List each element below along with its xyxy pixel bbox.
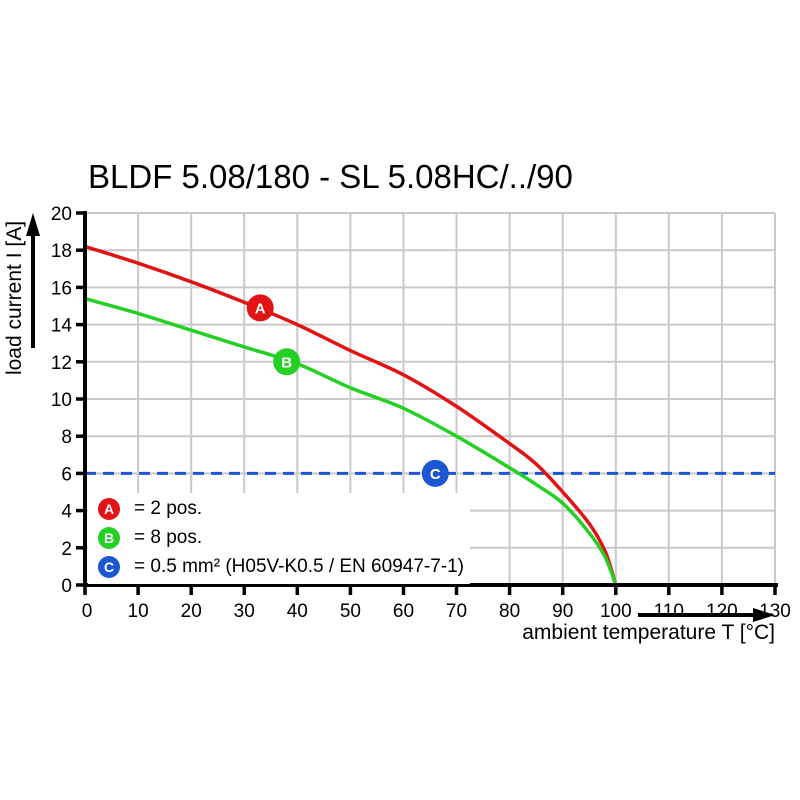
x-tick-label: 70 [446,601,467,622]
curve-marker-b-letter: B [281,354,292,371]
x-tick-label: 60 [393,601,414,622]
x-tick-label: 120 [706,601,738,622]
x-tick-label: 100 [600,601,632,622]
y-tick-label: 0 [61,576,72,597]
y-tick-label: 14 [51,316,73,337]
y-tick-label: 4 [61,502,72,523]
y-tick-label: 20 [51,204,72,225]
y-tick-label: 2 [61,539,72,560]
chart-legend: A = 2 pos. B = 8 pos. C = 0.5 mm² (H05V-… [88,493,470,584]
y-tick-label: 6 [61,464,72,485]
legend-marker-b-icon: B [98,526,120,549]
legend-item-c: C = 0.5 mm² (H05V-K0.5 / EN 60947-7-1) [98,555,470,578]
legend-item-b: B = 8 pos. [98,526,470,549]
legend-item-c-label: = 0.5 mm² (H05V-K0.5 / EN 60947-7-1) [134,555,465,577]
legend-item-a-label: = 2 pos. [134,497,203,519]
x-axis-label: ambient temperature T [°C] [522,621,775,644]
x-tick-label: 50 [340,601,361,622]
x-tick-label: 40 [287,601,308,622]
series-curve-a [84,244,618,586]
legend-item-b-label: = 8 pos. [134,526,203,548]
y-tick-label: 8 [61,427,72,448]
curve-marker-c-letter: C [430,466,441,483]
curve-marker-a-icon [246,294,274,322]
page-title: BLDF 5.08/180 - SL 5.08HC/../90 [88,158,573,195]
legend-marker-c-icon: C [98,555,120,578]
x-tick-label: 10 [128,601,149,622]
x-tick-label: 0 [82,601,93,622]
x-tick-label: 20 [181,601,202,622]
x-axis-arrow-head-icon [753,608,775,622]
y-tick-label: 18 [51,241,72,262]
y-axis-arrow-head-icon [26,213,40,236]
curve-marker-a-letter: A [255,300,266,317]
x-tick-label: 110 [654,601,684,622]
legend-marker-a-icon: A [98,497,120,520]
x-tick-label: 30 [234,601,255,622]
y-tick-label: 10 [51,390,72,411]
legend-item-a: A = 2 pos. [98,497,470,520]
curve-marker-c-icon [421,459,449,487]
x-tick-label: 90 [552,601,573,622]
curve-marker-b-icon [273,348,301,376]
y-tick-label: 12 [51,353,72,374]
series-curve-b [84,296,618,586]
x-tick-label: 80 [499,601,520,622]
y-axis-label: load current I [A] [3,220,26,376]
y-tick-label: 16 [51,278,72,299]
